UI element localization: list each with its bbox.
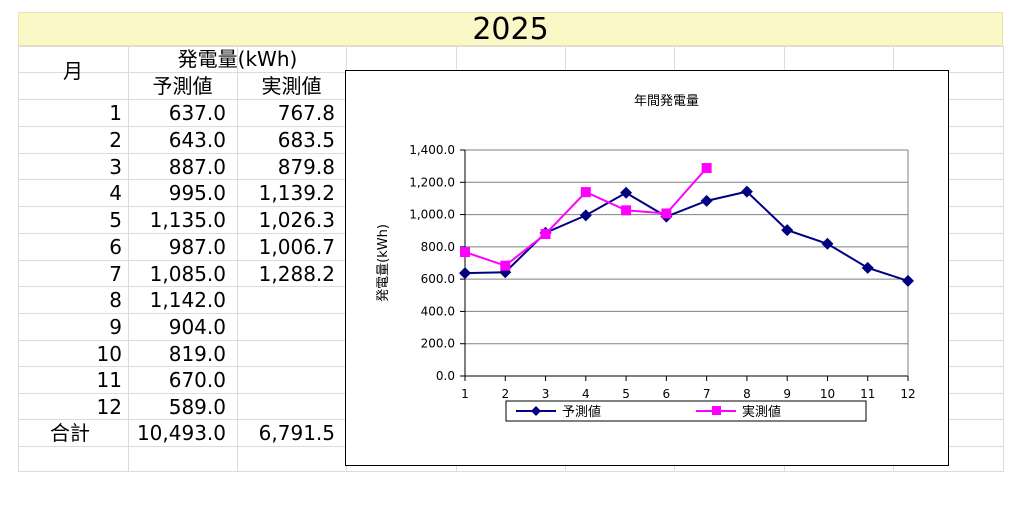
y-tick-label: 1,200.0 (409, 175, 455, 189)
x-tick-label: 8 (743, 387, 751, 401)
predicted-cell[interactable]: 589.0 (168, 395, 226, 419)
y-tick-label: 0.0 (436, 369, 455, 383)
actual-header[interactable]: 実測値 (261, 74, 322, 98)
data-point-actual (580, 187, 591, 198)
actual-cell[interactable]: 1,006.7 (258, 235, 335, 259)
data-point-predicted (740, 185, 753, 198)
legend-label: 予測値 (562, 404, 601, 420)
predicted-cell[interactable]: 1,142.0 (149, 288, 226, 312)
data-point-predicted (781, 224, 794, 237)
legend-marker (712, 406, 721, 415)
total-actual[interactable]: 6,791.5 (258, 421, 335, 445)
actual-cell[interactable]: 683.5 (277, 128, 335, 152)
x-tick-label: 6 (663, 387, 671, 401)
legend-box (505, 400, 867, 422)
data-point-predicted (861, 261, 874, 274)
legend-label: 実測値 (742, 404, 781, 420)
month-cell[interactable]: 2 (109, 128, 122, 152)
y-tick-label: 800.0 (421, 240, 455, 254)
data-point-predicted (579, 209, 592, 222)
x-tick-label: 7 (703, 387, 711, 401)
actual-cell[interactable]: 1,026.3 (258, 208, 335, 232)
y-tick-label: 1,000.0 (409, 208, 455, 222)
year-title[interactable]: 2025 (18, 12, 1003, 47)
x-tick-label: 4 (582, 387, 590, 401)
x-tick-label: 2 (501, 387, 509, 401)
legend-marker (531, 406, 541, 416)
x-tick-label: 3 (542, 387, 550, 401)
predicted-cell[interactable]: 995.0 (168, 181, 226, 205)
actual-cell[interactable]: 879.8 (277, 155, 335, 179)
predicted-header[interactable]: 予測値 (152, 74, 213, 98)
data-point-predicted (620, 186, 633, 199)
actual-cell[interactable]: 767.8 (277, 101, 335, 125)
data-point-actual (460, 247, 470, 258)
month-cell[interactable]: 4 (109, 181, 122, 205)
data-point-actual (661, 208, 672, 219)
predicted-cell[interactable]: 904.0 (168, 315, 226, 339)
predicted-cell[interactable]: 887.0 (168, 155, 226, 179)
predicted-cell[interactable]: 987.0 (168, 235, 226, 259)
x-tick-label: 1 (461, 387, 469, 401)
month-cell[interactable]: 12 (96, 395, 122, 419)
actual-cell[interactable]: 1,139.2 (258, 181, 335, 205)
month-cell[interactable]: 1 (109, 101, 122, 125)
x-tick-label: 5 (622, 387, 630, 401)
x-tick-label: 11 (860, 387, 875, 401)
data-point-predicted (700, 194, 713, 207)
data-point-actual (701, 163, 712, 174)
y-axis-label: 発電量(kWh) (376, 224, 391, 302)
x-tick-label: 12 (900, 387, 915, 401)
data-point-actual (540, 228, 551, 239)
month-cell[interactable]: 11 (96, 368, 122, 392)
total-predicted[interactable]: 10,493.0 (136, 421, 226, 445)
line-chart: 年間発電量 0.0 200.0 400.0 600.0 800.0 1,000.0 1,200… (376, 94, 916, 422)
data-point-predicted (459, 267, 471, 280)
actual-cell[interactable]: 1,288.2 (258, 262, 335, 286)
month-cell[interactable]: 9 (109, 315, 122, 339)
x-tick-label: 9 (783, 387, 791, 401)
month-cell[interactable]: 6 (109, 235, 122, 259)
predicted-cell[interactable]: 1,135.0 (149, 208, 226, 232)
data-point-predicted (821, 237, 834, 250)
month-cell[interactable]: 8 (109, 288, 122, 312)
data-point-predicted (902, 274, 914, 287)
predicted-cell[interactable]: 670.0 (168, 368, 226, 392)
y-tick-label: 600.0 (421, 272, 455, 286)
data-point-actual (621, 205, 632, 216)
y-tick-label: 400.0 (421, 304, 455, 318)
predicted-cell[interactable]: 1,085.0 (149, 262, 226, 286)
month-cell[interactable]: 5 (109, 208, 122, 232)
y-tick-label: 200.0 (421, 337, 455, 351)
predicted-cell[interactable]: 643.0 (168, 128, 226, 152)
generation-header[interactable]: 発電量(kWh) (177, 47, 298, 71)
y-tick-label: 1,400.0 (409, 143, 455, 157)
x-tick-label: 10 (820, 387, 835, 401)
month-header[interactable]: 月 (63, 59, 83, 83)
data-point-actual (500, 260, 511, 271)
chart-area[interactable]: 年間発電量 0.0 200.0 400.0 600.0 800.0 1,000.0 1,200… (345, 70, 949, 466)
series-line (464, 190, 909, 282)
predicted-cell[interactable]: 637.0 (168, 101, 226, 125)
month-cell[interactable]: 3 (109, 155, 122, 179)
chart-title: 年間発電量 (634, 94, 699, 109)
month-cell[interactable]: 10 (96, 342, 122, 366)
total-label[interactable]: 合計 (50, 421, 90, 445)
predicted-cell[interactable]: 819.0 (168, 342, 226, 366)
month-cell[interactable]: 7 (109, 262, 122, 286)
